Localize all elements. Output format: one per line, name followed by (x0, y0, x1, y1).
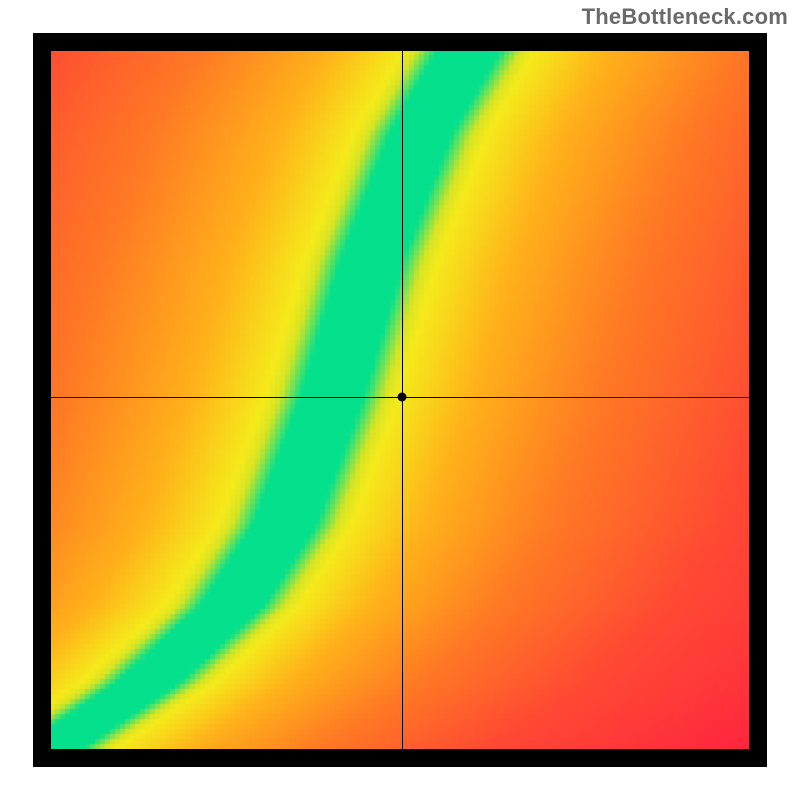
watermark-label: TheBottleneck.com (582, 4, 788, 30)
container: TheBottleneck.com (0, 0, 800, 800)
marker-dot (398, 393, 407, 402)
